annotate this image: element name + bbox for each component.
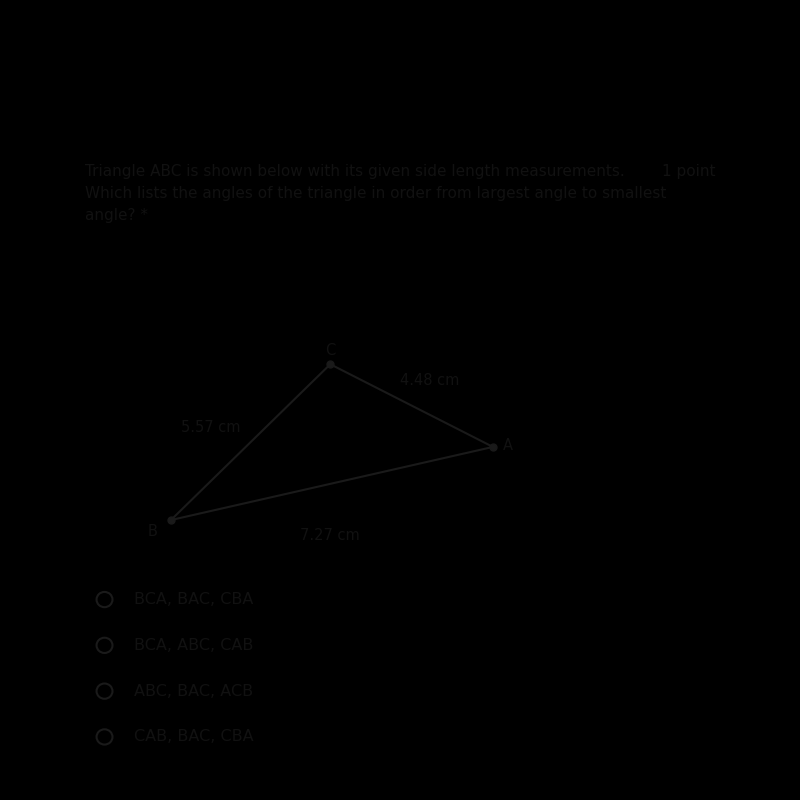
Text: BCA, ABC, CAB: BCA, ABC, CAB [134,638,254,653]
Text: 5.57 cm: 5.57 cm [181,420,241,435]
Text: ABC, BAC, ACB: ABC, BAC, ACB [134,684,254,698]
Text: CAB, BAC, CBA: CAB, BAC, CBA [134,730,254,745]
Text: BCA, BAC, CBA: BCA, BAC, CBA [134,592,254,607]
Text: C: C [325,342,335,358]
Text: A: A [502,438,513,453]
Text: angle? *: angle? * [85,209,147,223]
Text: 7.27 cm: 7.27 cm [301,529,360,543]
Text: Which lists the angles of the triangle in order from largest angle to smallest: Which lists the angles of the triangle i… [85,186,666,201]
Text: B: B [147,524,158,539]
Text: 1 point: 1 point [662,164,715,179]
Text: Triangle ABC is shown below with its given side length measurements.: Triangle ABC is shown below with its giv… [85,164,624,179]
Text: 4.48 cm: 4.48 cm [400,373,459,388]
